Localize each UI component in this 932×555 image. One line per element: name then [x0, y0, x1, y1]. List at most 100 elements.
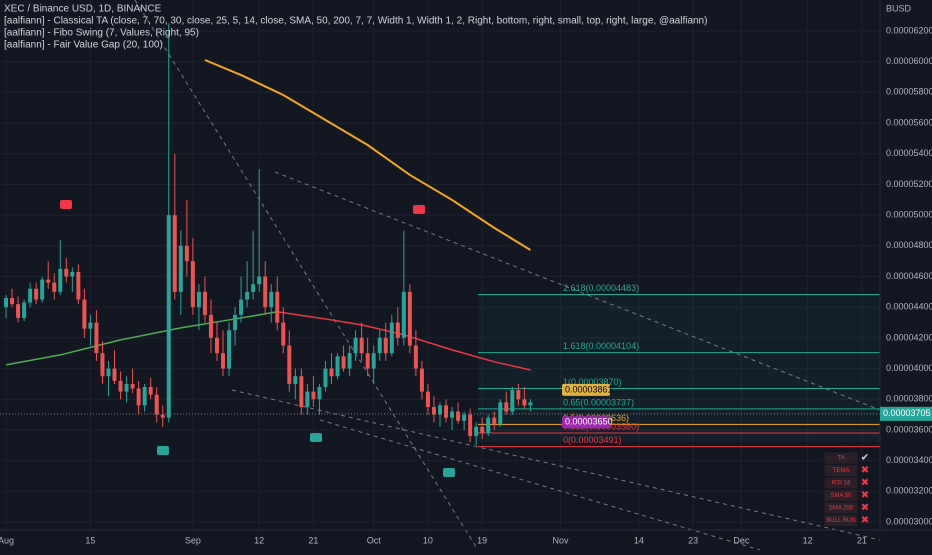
price-tag-label: 0.00003650 [565, 417, 613, 427]
table-cell [823, 514, 859, 527]
x-tick-label: Oct [367, 535, 382, 545]
candle-body [498, 402, 503, 424]
buy-signal [310, 433, 322, 442]
candle-body [214, 337, 219, 354]
candle-body [263, 276, 268, 308]
candle-body [299, 376, 304, 407]
candle-body [371, 353, 376, 369]
candle-body [450, 411, 455, 418]
candle-body [407, 291, 412, 346]
price-tag-label: 0.00003861 [565, 384, 613, 394]
buy-signal [443, 468, 455, 477]
candle-body [196, 291, 201, 308]
table-status: ✖ [861, 465, 869, 476]
candle-body [317, 386, 322, 400]
trend-line [231, 389, 881, 541]
candle-body [522, 399, 527, 406]
y-tick-label: 0.00004800 [886, 240, 932, 250]
candle-body [64, 268, 69, 277]
candle-body [462, 414, 467, 421]
y-tick-label: 0.00003800 [886, 394, 932, 404]
candle-body [160, 414, 165, 418]
y-tick-label: 0.00003400 [886, 455, 932, 465]
candle-body [456, 411, 461, 421]
candle-body [275, 291, 280, 323]
y-tick-label: 0.00005600 [886, 117, 932, 127]
table-label: TEMA [833, 468, 850, 474]
candle-body [341, 356, 346, 369]
y-tick-label: 0.00005400 [886, 148, 932, 158]
candle-body [492, 417, 497, 424]
candle-body [221, 353, 226, 369]
candle-body [112, 368, 117, 381]
candle-body [34, 288, 39, 300]
y-tick-label: 0.00003200 [886, 486, 932, 496]
candle-body [40, 279, 45, 300]
candle-body [227, 330, 232, 369]
x-tick-label: 21 [308, 535, 318, 545]
candle-body [395, 322, 400, 338]
candle-body [190, 261, 195, 308]
candle-body [76, 271, 81, 300]
candle-body [88, 322, 93, 329]
candle-body [419, 368, 424, 392]
candle-body [438, 405, 442, 415]
candle-body [208, 314, 213, 338]
y-tick-label: 0.00004000 [886, 363, 932, 373]
x-tick-label: 23 [688, 535, 698, 545]
candle-body [389, 322, 394, 354]
x-tick-label: 10 [423, 535, 433, 545]
y-tick-label: 0.00004400 [886, 302, 932, 312]
indicator-label: [aalfiann] - Classical TA (close, 7, 70,… [4, 16, 707, 27]
candle-body [444, 405, 449, 418]
price-tag [562, 416, 610, 429]
indicator-label: [aalfiann] - Fibo Swing (7, Values, Righ… [4, 28, 199, 39]
fib-label: 1(0.00003870) [563, 377, 622, 387]
candle-body [287, 345, 292, 384]
x-tick-label: 12 [254, 535, 264, 545]
x-tick-label: 19 [477, 535, 487, 545]
candle-body [516, 390, 521, 400]
x-tick-label: 14 [634, 535, 644, 545]
y-tick-label: 0.00005800 [886, 87, 932, 97]
candle-body [335, 356, 340, 377]
table-label: RSI 14 [832, 481, 851, 487]
table-status: ✖ [861, 503, 869, 514]
candle-body [323, 368, 328, 387]
candle-body [401, 291, 406, 338]
candle-body [281, 322, 286, 346]
candle-body [130, 383, 135, 389]
candle-body [142, 386, 147, 406]
table-label: BULL RUN [826, 518, 855, 524]
candle-body [365, 353, 370, 369]
buy-signal [157, 446, 169, 455]
candle-body [52, 282, 57, 292]
candle-body [377, 337, 382, 354]
candle-body [28, 288, 33, 303]
candle-body [528, 402, 533, 406]
candle-body [124, 383, 129, 392]
candle-body [413, 345, 418, 369]
x-tick-label: 15 [85, 535, 95, 545]
candle-body [239, 299, 244, 315]
y-tick-label: 0.00005200 [886, 179, 932, 189]
table-status: ✖ [861, 515, 869, 526]
table-status: ✖ [861, 478, 869, 489]
candle-body [118, 380, 123, 392]
candle-body [468, 414, 473, 437]
price-tag [562, 383, 610, 396]
candle-body [353, 337, 358, 354]
candle-body [184, 245, 189, 262]
candle-body [70, 271, 75, 277]
candle-body [504, 402, 509, 412]
indicator-line [204, 59, 531, 251]
fib-label: 0.65(0.00003737) [563, 397, 634, 407]
candle-body [202, 291, 207, 315]
x-tick-label: 12 [803, 535, 813, 545]
x-tick-label: Dec [733, 535, 750, 545]
candle-body [311, 391, 316, 400]
candle-body [154, 394, 159, 415]
signals [60, 200, 455, 477]
